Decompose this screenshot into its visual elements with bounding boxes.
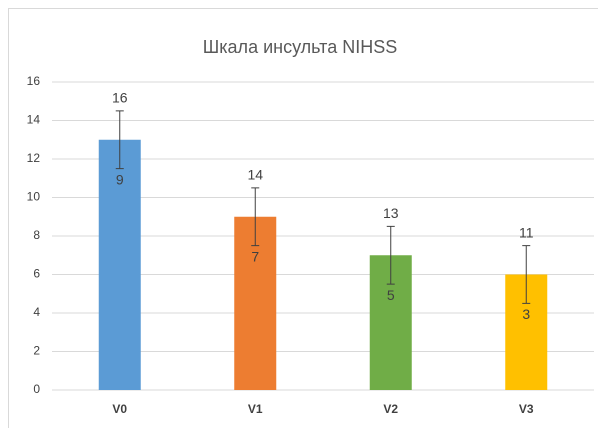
bar <box>98 139 141 390</box>
min-label: 9 <box>116 171 124 187</box>
error-bar <box>386 225 395 285</box>
y-tick-label: 6 <box>33 267 40 281</box>
x-tick-label: V2 <box>383 402 398 416</box>
y-tick-label: 16 <box>27 74 41 88</box>
y-tick-label: 12 <box>27 151 41 165</box>
x-tick-label: V1 <box>248 402 263 416</box>
y-tick-label: 2 <box>33 344 40 358</box>
y-tick-label: 0 <box>33 382 40 396</box>
min-label: 3 <box>522 306 530 322</box>
x-tick-label: V0 <box>112 402 127 416</box>
x-tick-label: V3 <box>519 402 534 416</box>
y-tick-label: 4 <box>33 305 40 319</box>
chart-title: Шкала инсульта NIHSS <box>203 37 397 57</box>
max-label: 11 <box>519 224 534 240</box>
min-label: 7 <box>251 248 259 264</box>
y-tick-label: 8 <box>33 228 40 242</box>
min-label: 5 <box>387 287 395 303</box>
error-bar <box>115 110 124 170</box>
error-bar <box>251 187 260 247</box>
max-label: 16 <box>112 90 128 106</box>
max-label: 13 <box>383 205 399 221</box>
max-label: 14 <box>247 167 263 183</box>
error-bar <box>522 245 531 304</box>
y-tick-label: 10 <box>27 190 41 204</box>
y-tick-label: 14 <box>27 113 41 127</box>
